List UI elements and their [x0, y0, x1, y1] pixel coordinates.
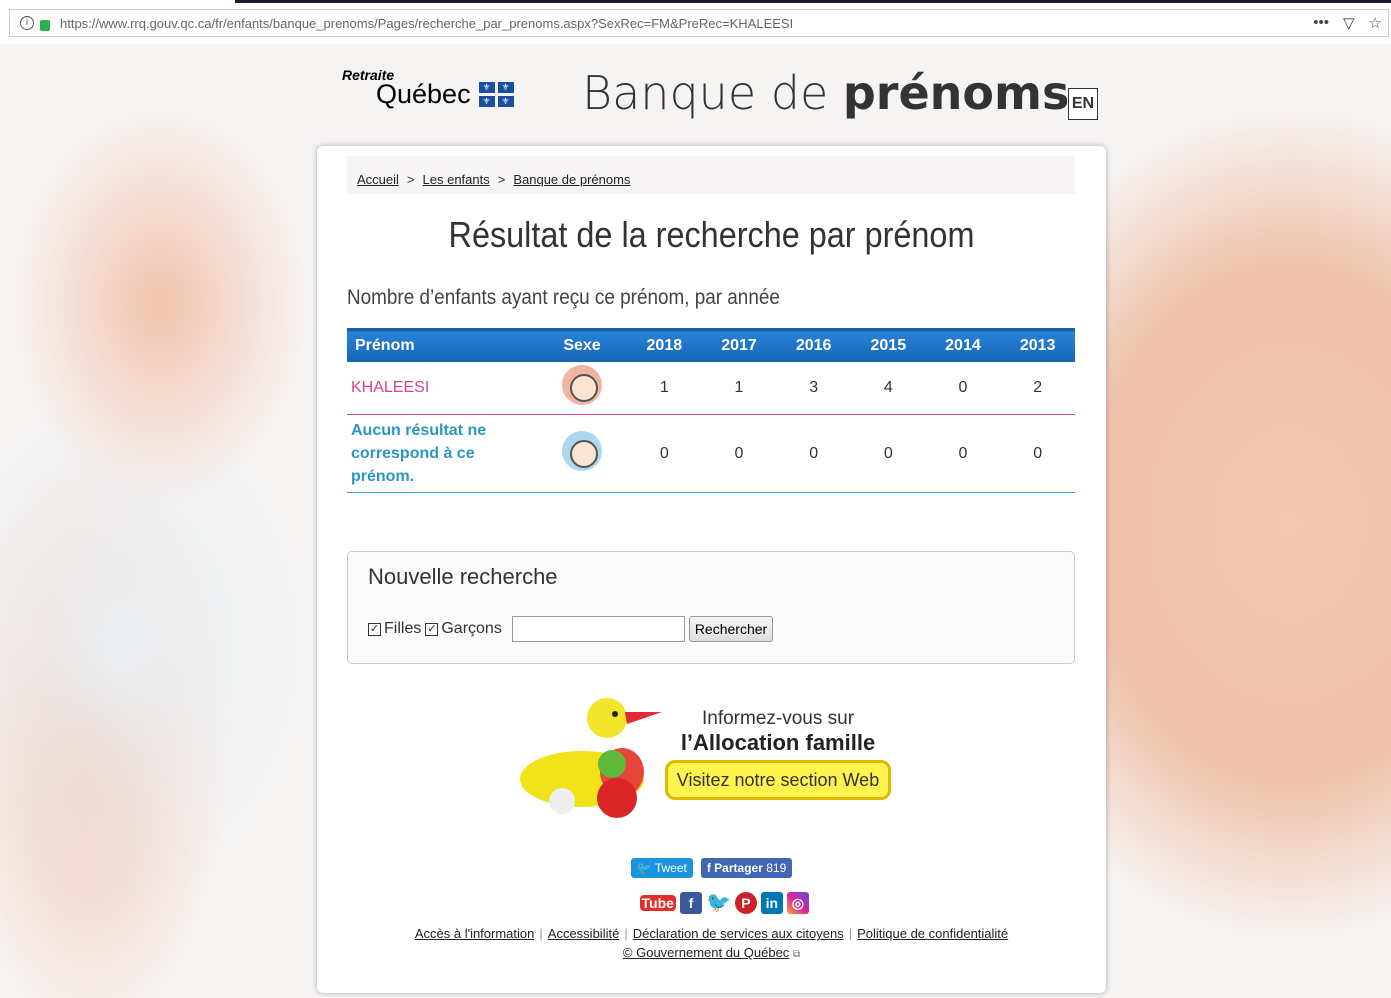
count-cell: 3 [776, 361, 851, 415]
visit-web-section-button[interactable]: Visitez notre section Web [665, 760, 891, 800]
count-cell: 0 [1000, 414, 1075, 493]
copyright-link[interactable]: © Gouvernement du Québec [622, 945, 790, 960]
name-cell: Aucun résultat ne correspond à ce prénom… [347, 414, 537, 493]
table-row: KHALEESI 1 1 3 4 0 2 [347, 361, 1075, 415]
col-header: 2018 [627, 328, 702, 362]
count-cell: 0 [627, 414, 702, 493]
promo-line2: l’Allocation famille [680, 730, 876, 755]
footer: Accès à l'information | Accessibilité | Décl… [414, 926, 1009, 960]
new-search-panel: Nouvelle recherche ✓ Filles ✓ Garçons Rech… [347, 551, 1075, 664]
logo-bottom-text: Québec [376, 79, 471, 109]
boys-checkbox[interactable]: ✓ [425, 622, 439, 636]
table-header: Prénom Sexe 2018 2017 2016 2015 2014 201… [347, 328, 1075, 362]
address-bar[interactable]: i https://www.rrq.gouv.qc.ca/fr/enfants/… [9, 9, 1389, 37]
more-icon[interactable]: ••• [1313, 14, 1329, 31]
search-button[interactable]: Rechercher [688, 616, 774, 642]
logo-top-text: Retraite [342, 67, 395, 83]
col-header: Sexe [537, 328, 627, 362]
results-table: Prénom Sexe 2018 2017 2016 2015 2014 201… [347, 328, 1075, 493]
table-row: Aucun résultat ne correspond à ce prénom… [347, 414, 1075, 493]
social-links: You Tube f 🐦 P in ◎ [317, 892, 1106, 914]
count-cell: 2 [1000, 361, 1075, 415]
col-header: 2016 [776, 328, 851, 362]
col-header: 2017 [701, 328, 777, 362]
name-search-input[interactable] [511, 616, 685, 642]
count-cell: 0 [850, 414, 926, 493]
count-cell: 0 [925, 414, 1001, 493]
browser-tab-strip [235, 0, 1391, 3]
twitter-icon[interactable]: 🐦 [705, 892, 731, 914]
page-title: Résultat de la recherche par prénom [448, 214, 975, 255]
pocket-icon[interactable]: ▽ [1343, 15, 1355, 32]
girls-label[interactable]: Filles [384, 620, 422, 637]
main-card: Accueil > Les enfants > Banque de prénoms Ré… [317, 146, 1106, 993]
footer-link-access-info[interactable]: Accès à l'information [414, 926, 535, 941]
page-subtitle: Nombre d’enfants ayant reçu ce prénom, p… [347, 286, 780, 309]
breadcrumb-separator: > [406, 172, 415, 187]
col-header: 2014 [925, 328, 1001, 362]
col-header: 2013 [1000, 328, 1075, 362]
breadcrumb-home[interactable]: Accueil [357, 172, 399, 187]
instagram-icon[interactable]: ◎ [786, 892, 809, 914]
facebook-share-button[interactable]: f Partager 819 [700, 858, 793, 878]
share-buttons: 🐦 Tweet f Partager 819 [317, 858, 1106, 878]
girls-checkbox[interactable]: ✓ [368, 622, 381, 636]
retraite-quebec-logo[interactable]: Retraite Québec ⚜ ⚜ ⚜ ⚜ [342, 67, 514, 110]
col-header: 2015 [850, 328, 926, 362]
footer-link-accessibility[interactable]: Accessibilité [547, 926, 620, 941]
boy-baby-icon [562, 431, 602, 471]
breadcrumb: Accueil > Les enfants > Banque de prénoms [347, 156, 1075, 194]
footer-link-declaration[interactable]: Déclaration de services aux citoyens [632, 926, 844, 941]
quebec-flag-icon: ⚜ ⚜ ⚜ ⚜ [478, 82, 514, 107]
url-text[interactable]: https://www.rrq.gouv.qc.ca/fr/enfants/ba… [60, 15, 794, 31]
allocation-famille-promo: Informez-vous sur l’Allocation famille V… [663, 708, 893, 800]
lock-icon [40, 19, 50, 31]
share-count: 819 [766, 861, 787, 875]
facebook-icon[interactable]: f [679, 892, 702, 914]
pinterest-icon[interactable]: P [734, 892, 757, 914]
language-button[interactable]: EN [1068, 88, 1098, 120]
footer-link-privacy[interactable]: Politique de confidentialité [857, 926, 1009, 941]
external-link-icon: ⧉ [792, 949, 801, 960]
name-cell: KHALEESI [347, 361, 537, 415]
count-cell: 1 [701, 361, 777, 415]
youtube-icon[interactable]: You Tube [614, 895, 676, 911]
count-cell: 0 [701, 414, 777, 493]
boys-label[interactable]: Garçons [441, 620, 502, 637]
facebook-icon: f [706, 861, 711, 875]
count-cell: 1 [627, 361, 702, 415]
count-cell: 0 [925, 361, 1001, 415]
count-cell: 4 [850, 361, 926, 415]
linkedin-icon[interactable]: in [760, 892, 783, 914]
girl-baby-icon [562, 365, 602, 406]
info-icon[interactable]: i [20, 16, 34, 30]
breadcrumb-enfants[interactable]: Les enfants [422, 172, 490, 187]
toy-duck-image [520, 698, 662, 818]
breadcrumb-banque[interactable]: Banque de prénoms [513, 172, 631, 187]
star-icon[interactable]: ☆ [1368, 15, 1382, 32]
site-title: Banque de prénoms [582, 66, 1070, 120]
breadcrumb-separator: > [497, 172, 506, 187]
search-title: Nouvelle recherche [368, 564, 558, 589]
tweet-button[interactable]: 🐦 Tweet [630, 858, 693, 878]
col-header: Prénom [347, 328, 537, 362]
promo-line1: Informez-vous sur [701, 708, 855, 729]
count-cell: 0 [776, 414, 851, 493]
